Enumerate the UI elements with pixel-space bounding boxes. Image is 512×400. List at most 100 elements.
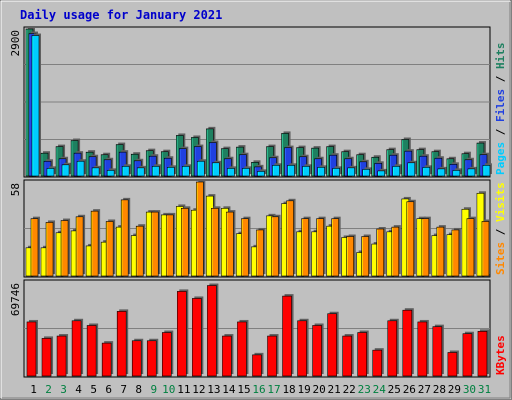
x-label-day-17: 17 bbox=[267, 383, 280, 396]
bar-kbytes-day-11 bbox=[177, 289, 189, 377]
bar-kbytes-day-26 bbox=[402, 308, 414, 377]
bar-kbytes-day-16 bbox=[252, 352, 264, 377]
x-label-day-22: 22 bbox=[343, 383, 356, 396]
bar-sites-day-30 bbox=[466, 216, 476, 277]
legend-files: Files bbox=[494, 89, 507, 122]
bar-pages-day-25 bbox=[392, 164, 402, 177]
bar-kbytes-day-6 bbox=[101, 341, 114, 377]
x-label-day-13: 13 bbox=[207, 383, 220, 396]
bar-pages-day-19 bbox=[302, 164, 312, 177]
legend-separator: / bbox=[494, 122, 507, 142]
x-label-day-4: 4 bbox=[75, 383, 82, 396]
x-label-day-9: 9 bbox=[150, 383, 157, 396]
bar-sites-day-14 bbox=[226, 210, 236, 277]
legend-visits: Visits bbox=[494, 182, 507, 222]
legend-hits: Hits bbox=[494, 43, 507, 70]
x-label-day-26: 26 bbox=[403, 383, 416, 396]
x-label-day-1: 1 bbox=[30, 383, 37, 396]
bar-sites-day-19 bbox=[301, 216, 311, 277]
bar-sites-day-21 bbox=[331, 216, 341, 277]
bar-pages-day-5 bbox=[91, 165, 102, 177]
bar-sites-day-22 bbox=[346, 234, 356, 277]
bar-sites-day-27 bbox=[421, 216, 431, 277]
bar-sites-day-25 bbox=[391, 225, 401, 277]
bar-pages-day-22 bbox=[347, 165, 357, 177]
chart-title: Daily usage for January 2021 bbox=[20, 8, 222, 22]
x-label-day-7: 7 bbox=[120, 383, 127, 396]
bar-pages-day-2 bbox=[46, 166, 57, 177]
bar-pages-day-1 bbox=[31, 33, 41, 177]
bar-kbytes-day-23 bbox=[357, 330, 369, 377]
bar-sites-day-5 bbox=[90, 209, 101, 277]
x-label-day-19: 19 bbox=[297, 383, 310, 396]
bar-kbytes-day-24 bbox=[372, 348, 384, 377]
bar-pages-day-4 bbox=[76, 159, 87, 177]
legend-separator: / bbox=[494, 69, 507, 89]
panel-2-ymax-label: 58 bbox=[9, 183, 22, 196]
panel-3: 69746 KBytes bbox=[9, 279, 507, 378]
bar-sites-day-18 bbox=[286, 198, 296, 277]
bar-kbytes-day-30 bbox=[462, 331, 474, 377]
bar-kbytes-day-19 bbox=[297, 318, 309, 377]
bar-sites-day-24 bbox=[376, 227, 386, 277]
bar-kbytes-day-2 bbox=[41, 336, 54, 377]
bar-kbytes-day-1 bbox=[26, 319, 38, 377]
x-label-day-16: 16 bbox=[252, 383, 265, 396]
panel-1-ymax-label: 2900 bbox=[9, 30, 22, 57]
panel-2-legend: Sites / Visits bbox=[494, 182, 507, 275]
bar-sites-day-13 bbox=[211, 206, 221, 277]
bar-kbytes-day-18 bbox=[282, 294, 294, 377]
bar-sites-day-23 bbox=[361, 234, 371, 277]
bar-sites-day-16 bbox=[256, 227, 266, 277]
bar-pages-day-31 bbox=[482, 163, 492, 177]
bar-kbytes-day-25 bbox=[387, 318, 399, 377]
legend-separator: / bbox=[494, 222, 507, 242]
panel-2: 58 Sites / Visits bbox=[9, 179, 507, 278]
bar-kbytes-day-7 bbox=[116, 309, 129, 377]
bar-pages-day-9 bbox=[151, 164, 162, 177]
bar-kbytes-day-21 bbox=[327, 311, 339, 377]
bar-pages-day-23 bbox=[362, 167, 372, 177]
x-label-day-6: 6 bbox=[105, 383, 112, 396]
bar-pages-day-16 bbox=[257, 169, 267, 177]
panel-1: 2900 Pages / Files / Hits bbox=[9, 26, 507, 178]
x-label-day-28: 28 bbox=[433, 383, 446, 396]
bar-pages-day-28 bbox=[437, 166, 447, 177]
bar-kbytes-day-27 bbox=[417, 319, 429, 377]
bar-kbytes-day-15 bbox=[237, 319, 249, 377]
legend-sites: Sites bbox=[494, 242, 507, 275]
bar-sites-day-2 bbox=[45, 220, 56, 277]
bar-kbytes-day-20 bbox=[312, 323, 324, 377]
x-label-day-27: 27 bbox=[418, 383, 431, 396]
bar-pages-day-14 bbox=[227, 166, 237, 177]
bar-pages-day-18 bbox=[287, 163, 297, 177]
bar-kbytes-day-10 bbox=[161, 330, 174, 377]
bar-sites-day-28 bbox=[436, 225, 446, 277]
bar-pages-day-6 bbox=[106, 168, 117, 177]
bar-pages-day-8 bbox=[136, 165, 147, 177]
bar-sites-day-7 bbox=[120, 197, 131, 277]
bar-kbytes-day-5 bbox=[86, 323, 99, 377]
legend-kbytes: KBytes bbox=[494, 335, 507, 375]
bar-pages-day-21 bbox=[332, 166, 342, 177]
x-label-day-21: 21 bbox=[328, 383, 341, 396]
x-label-day-8: 8 bbox=[135, 383, 142, 396]
bar-sites-day-31 bbox=[481, 219, 491, 277]
bar-sites-day-12 bbox=[196, 180, 206, 277]
bar-sites-day-4 bbox=[75, 214, 86, 277]
bar-sites-day-1 bbox=[30, 216, 40, 277]
x-label-day-15: 15 bbox=[237, 383, 250, 396]
bar-pages-day-26 bbox=[407, 160, 417, 177]
x-label-day-12: 12 bbox=[192, 383, 205, 396]
x-label-day-31: 31 bbox=[478, 383, 491, 396]
bar-kbytes-day-12 bbox=[192, 296, 204, 377]
x-label-day-29: 29 bbox=[448, 383, 461, 396]
bar-pages-day-27 bbox=[422, 165, 432, 177]
bar-pages-day-29 bbox=[452, 168, 462, 177]
panel-1-legend: Pages / Files / Hits bbox=[494, 43, 507, 176]
bar-kbytes-day-9 bbox=[146, 338, 159, 377]
bar-sites-day-26 bbox=[406, 199, 416, 277]
bar-pages-day-10 bbox=[166, 165, 177, 177]
bar-pages-day-12 bbox=[197, 159, 207, 177]
